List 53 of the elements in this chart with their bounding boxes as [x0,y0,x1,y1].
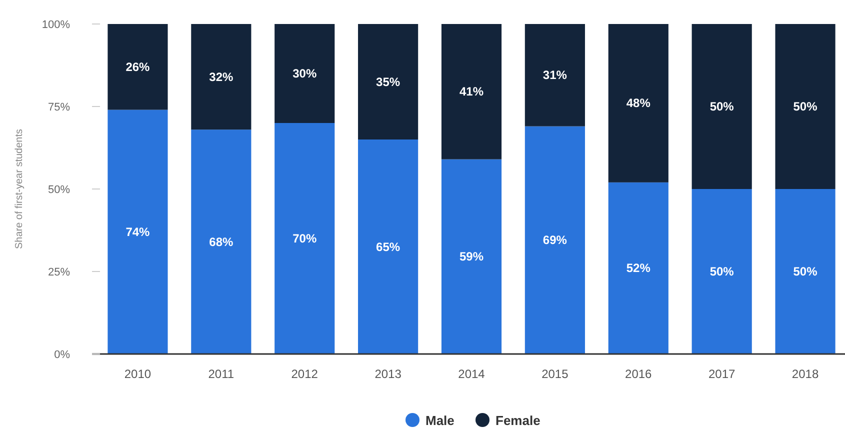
data-label: 30% [292,66,317,80]
bar [692,24,752,189]
x-tick-label: 2016 [625,367,652,381]
data-label: 50% [710,264,734,278]
data-label: 52% [626,261,651,276]
y-tick-label: 50% [48,184,70,196]
bar [692,189,752,354]
data-label: 48% [626,96,651,110]
y-tick-label: 0% [54,349,70,361]
data-label: 50% [793,100,818,114]
bar [524,24,585,126]
data-label: 50% [793,264,818,278]
legend-label: Female [496,413,540,428]
bar [358,24,418,140]
data-label: 70% [292,232,317,246]
x-tick-label: 2013 [374,367,402,381]
x-tick-label: 2011 [208,367,234,381]
bar [441,159,502,354]
bar [441,24,502,160]
bar [191,130,252,354]
x-tick-label: 2015 [542,367,569,381]
bar [775,189,836,354]
x-tick-label: 2010 [124,367,152,381]
legend-label: Male [426,413,454,428]
y-tick-label: 100% [42,19,70,31]
data-label: 50% [710,100,734,114]
data-label: 31% [542,68,568,82]
bar [108,110,168,354]
data-label: 74% [126,224,150,239]
data-label: 69% [542,233,568,248]
data-label: 41% [459,84,484,99]
bar [191,24,252,130]
data-label: 68% [209,234,234,249]
y-tick-label: 25% [48,266,70,278]
x-tick-label: 2018 [792,367,819,381]
bar [274,24,335,123]
bar [608,24,668,182]
bar [274,123,335,354]
bar [608,182,668,354]
x-tick-label: 2014 [458,367,486,381]
x-tick-label: 2017 [708,367,736,381]
y-tick-label: 75% [48,102,70,114]
y-axis-title: Share of first-year students [14,128,25,250]
x-tick-label: 2012 [291,367,318,381]
data-label: 32% [209,70,234,84]
bar [524,126,585,354]
data-label: 35% [376,74,400,89]
bar [775,24,836,189]
data-label: 65% [376,240,400,254]
data-label: 26% [126,60,150,74]
data-label: 59% [459,250,484,264]
bar [108,24,168,110]
bar [358,140,418,354]
